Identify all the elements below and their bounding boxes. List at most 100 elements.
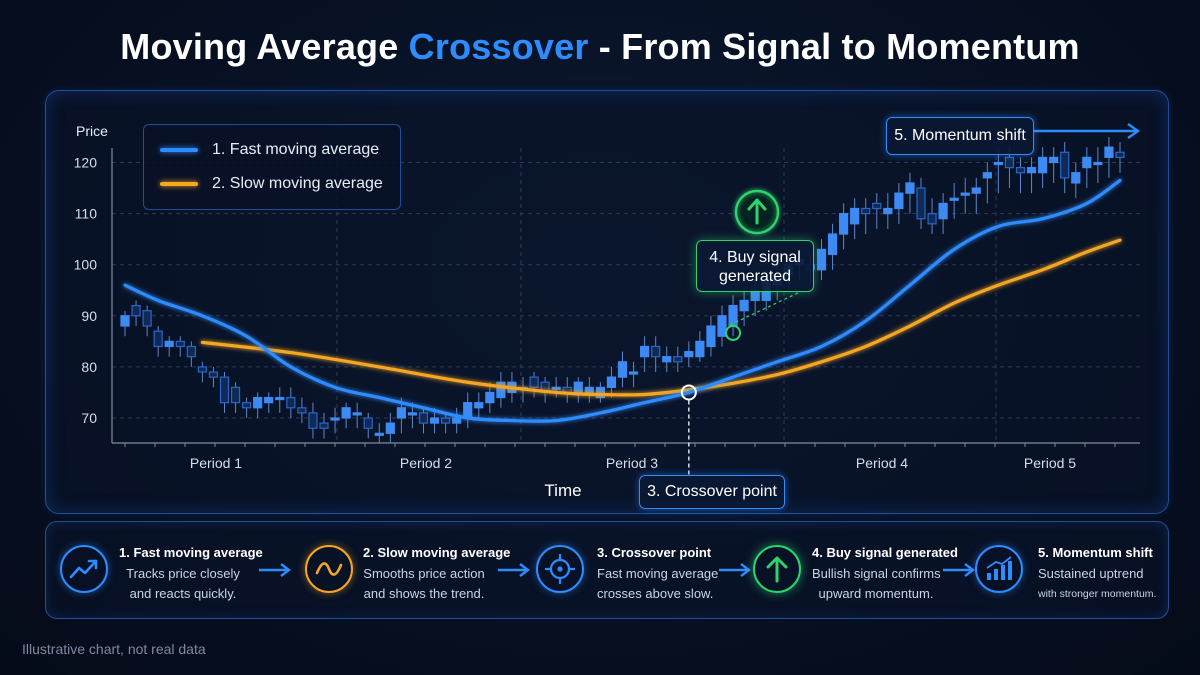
candle-body-83 <box>1026 167 1037 174</box>
candle-body-75 <box>938 202 948 220</box>
candle-body-77 <box>960 192 970 196</box>
step-4-desc: Bullish signal confirms upward momentum. <box>812 564 941 604</box>
candle-body-80 <box>993 161 1003 166</box>
period-label-2: Period 2 <box>400 455 452 471</box>
candle-body-68 <box>861 207 871 215</box>
candle-body-38 <box>529 376 539 388</box>
candle-body-25 <box>385 422 395 434</box>
candle-body-12 <box>242 402 252 409</box>
step-5-icon <box>975 545 1023 593</box>
candle-body-69 <box>872 202 882 210</box>
candle-body-3 <box>142 310 152 327</box>
page-title: Moving Average Crossover - From Signal t… <box>0 26 1200 68</box>
step-arrow-2 <box>498 563 530 577</box>
candle-body-81 <box>1004 156 1015 169</box>
candle-body-29 <box>429 417 440 424</box>
step-5-desc-line2: with stronger momentum. <box>1038 588 1157 600</box>
step-1-desc: Tracks price closely and reacts quickly. <box>119 564 247 604</box>
y-tick-label-90: 90 <box>81 308 97 324</box>
candle-body-8 <box>197 366 207 373</box>
candle-body-2 <box>131 304 141 317</box>
step-3-desc: Fast moving average crosses above slow. <box>597 564 718 604</box>
candle-body-88 <box>1082 156 1092 169</box>
buy-signal-connector <box>729 291 801 326</box>
trend-up-icon <box>69 559 98 579</box>
step-5-desc-line1: Sustained uptrend <box>1038 566 1144 581</box>
candle-body-32 <box>463 402 473 419</box>
step-4-desc-line2: upward momentum. <box>818 586 934 601</box>
candle-body-50 <box>662 356 672 363</box>
legend-item-fast: 1. Fast moving average <box>160 141 379 159</box>
step-5-desc: Sustained uptrend with stronger momentum. <box>1038 564 1157 604</box>
candle-body-67 <box>850 207 860 225</box>
step-2-title: 2. Slow moving average <box>363 545 511 560</box>
period-label-5: Period 5 <box>1024 455 1076 471</box>
candle-body-1 <box>120 315 130 327</box>
candle-body-89 <box>1093 161 1103 166</box>
candle-body-70 <box>883 207 893 215</box>
step-arrow-3 <box>719 563 751 577</box>
period-label-4: Period 4 <box>856 455 908 471</box>
candle-body-66 <box>839 213 849 235</box>
moving-average-lines <box>123 178 1122 423</box>
candle-body-55 <box>717 315 727 337</box>
candle-body-64 <box>816 248 827 271</box>
candle-body-87 <box>1071 172 1081 184</box>
step-2-desc-line1: Smooths price action <box>363 566 485 581</box>
candle-body-6 <box>175 340 185 348</box>
step-arrow-1 <box>259 563 291 577</box>
slow-ma-line <box>200 238 1122 397</box>
candle-body-56 <box>728 304 738 327</box>
candle-body-22 <box>352 412 362 416</box>
crossover-marker <box>680 384 697 401</box>
candle-body-18 <box>308 412 318 429</box>
step-3-icon <box>536 545 584 593</box>
momentum-callout: 5. Momentum shift <box>886 117 1034 155</box>
fast-ma-line <box>123 178 1122 423</box>
y-axis-title: Price <box>76 123 108 139</box>
candle-body-86 <box>1060 151 1070 179</box>
step-arrow-4 <box>943 563 975 577</box>
candle-body-11 <box>230 386 241 404</box>
buy-signal-callout: 4. Buy signal generated <box>696 240 814 292</box>
candle-body-91 <box>1115 151 1125 158</box>
candle-body-74 <box>927 213 937 225</box>
step-3-title: 3. Crossover point <box>597 545 712 560</box>
momentum-arrow-head <box>1127 123 1141 139</box>
candle-body-79 <box>982 172 992 179</box>
title-part-2: - From Signal to Momentum <box>588 26 1080 67</box>
buy-signal-arrow-head <box>747 198 767 211</box>
y-tick-label-120: 120 <box>74 155 98 171</box>
candle-body-26 <box>396 407 406 419</box>
x-axis-title: Time <box>544 481 581 500</box>
candle-body-31 <box>452 417 462 424</box>
title-accent: Crossover <box>408 26 589 67</box>
step-2-icon <box>305 545 353 593</box>
bar-chart-icon <box>986 556 1012 580</box>
wave-icon <box>315 562 343 576</box>
candle-body-34 <box>485 391 495 404</box>
step-1-icon <box>60 545 108 593</box>
axis-labels: Price Time 70 80 90 100 110 120 Period 1 Period… <box>74 123 1077 500</box>
candle-body-65 <box>827 233 838 256</box>
candle-body-71 <box>894 192 904 210</box>
candle-body-23 <box>363 417 373 429</box>
step-1-desc-line2: and reacts quickly. <box>129 586 237 601</box>
candle-body-45 <box>606 376 617 388</box>
candle-body-21 <box>341 407 351 419</box>
step-2-desc-line2: and shows the trend. <box>363 586 485 601</box>
legend-label-fast: 1. Fast moving average <box>212 141 380 158</box>
buy-signal-label-line1: 4. Buy signal <box>709 249 801 266</box>
momentum-callout-label: 5. Momentum shift <box>894 127 1026 144</box>
candle-body-9 <box>208 371 219 378</box>
step-4-title: 4. Buy signal generated <box>812 545 958 560</box>
candle-body-47 <box>628 371 639 375</box>
crosshair-icon <box>545 554 575 584</box>
legend-swatch-slow <box>160 181 198 186</box>
candle-body-46 <box>617 361 628 378</box>
step-3-desc-line2: crosses above slow. <box>597 586 714 601</box>
axes <box>111 148 1140 447</box>
candle-body-19 <box>319 422 329 429</box>
step-1-title: 1. Fast moving average <box>119 545 263 560</box>
